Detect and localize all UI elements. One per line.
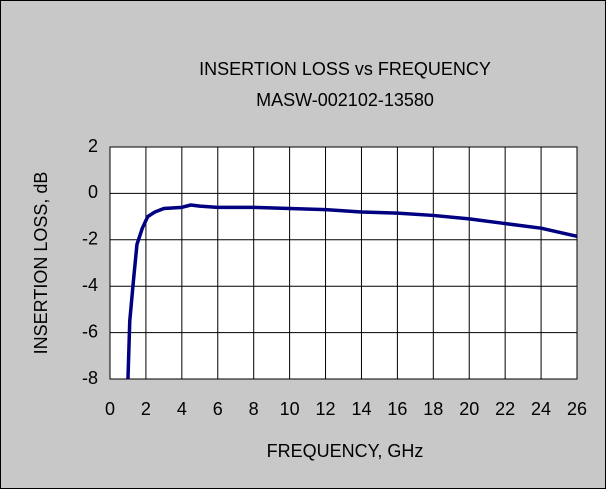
- x-tick-label: 16: [387, 399, 407, 419]
- y-axis-title: INSERTION LOSS, dB: [31, 172, 51, 355]
- x-tick-label: 0: [105, 399, 115, 419]
- x-axis-title: FREQUENCY, GHz: [267, 441, 424, 461]
- chart-subtitle: MASW-002102-13580: [256, 90, 434, 110]
- chart-title: INSERTION LOSS vs FREQUENCY: [199, 59, 491, 79]
- plot-area: [110, 147, 577, 379]
- plot-border: [109, 146, 578, 380]
- y-tick-label: -6: [82, 321, 98, 341]
- x-tick-label: 22: [495, 399, 515, 419]
- x-tick-label: 6: [213, 399, 223, 419]
- y-tick-label: 0: [88, 182, 98, 202]
- x-tick-label: 10: [280, 399, 300, 419]
- x-tick-label: 12: [316, 399, 336, 419]
- x-tick-label: 26: [567, 399, 587, 419]
- y-tick-label: -4: [82, 275, 98, 295]
- x-tick-label: 8: [249, 399, 259, 419]
- data-line: [126, 203, 578, 380]
- y-tick-label: -8: [82, 368, 98, 388]
- x-tick-label: 2: [141, 399, 151, 419]
- x-tick-label: 20: [459, 399, 479, 419]
- x-tick-label: 24: [531, 399, 551, 419]
- y-tick-label: 2: [88, 136, 98, 156]
- x-tick-label: 14: [351, 399, 371, 419]
- x-tick-label: 18: [423, 399, 443, 419]
- x-tick-label: 4: [177, 399, 187, 419]
- y-tick-label: -2: [82, 229, 98, 249]
